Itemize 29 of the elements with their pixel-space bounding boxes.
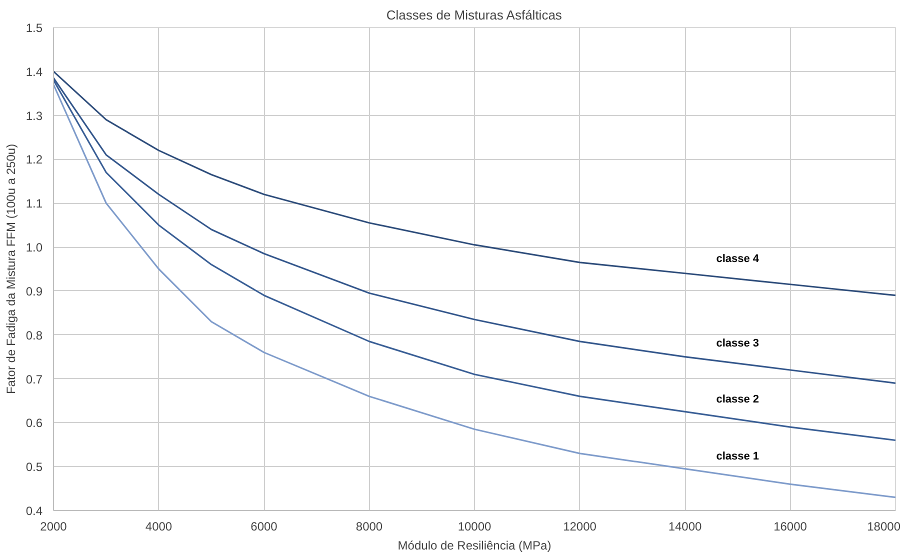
y-tick-label: 1.2 [26, 152, 43, 167]
y-tick-label: 1.1 [26, 196, 43, 211]
x-tick-label: 14000 [668, 520, 702, 534]
x-tick-label: 10000 [458, 520, 492, 534]
x-axis-title: Módulo de Resiliência (MPa) [398, 538, 552, 552]
y-tick-label: 1.4 [26, 64, 43, 79]
y-tick-label: 0.7 [26, 372, 43, 386]
x-tick-label: 12000 [563, 520, 597, 534]
y-tick-label: 1.0 [26, 240, 43, 255]
x-tick-label: 16000 [774, 520, 808, 534]
x-tick-label: 8000 [356, 520, 383, 534]
series-label: classe 4 [716, 252, 760, 265]
y-axis-title: Fator de Fadiga da Mistura FFM (100u a 250u) [4, 144, 18, 394]
y-tick-label: 0.8 [26, 328, 43, 342]
y-tick-label: 0.5 [26, 460, 43, 474]
x-tick-label: 2000 [40, 520, 68, 534]
x-tick-label: 18000 [867, 520, 901, 534]
series-label: classe 3 [716, 337, 760, 350]
y-tick-label: 0.4 [26, 504, 43, 518]
chart-title: Classes de Misturas Asfálticas [386, 8, 562, 22]
series-label: classe 1 [716, 450, 760, 462]
y-tick-label: 0.9 [26, 284, 43, 298]
y-tick-label: 1.3 [26, 108, 43, 123]
x-tick-label: 6000 [250, 520, 278, 534]
y-tick-label: 1.5 [26, 21, 43, 35]
y-tick-label: 0.6 [26, 416, 43, 430]
series-label: classe 2 [716, 393, 760, 406]
line-series [54, 70, 896, 296]
x-tick-label: 4000 [145, 520, 172, 534]
